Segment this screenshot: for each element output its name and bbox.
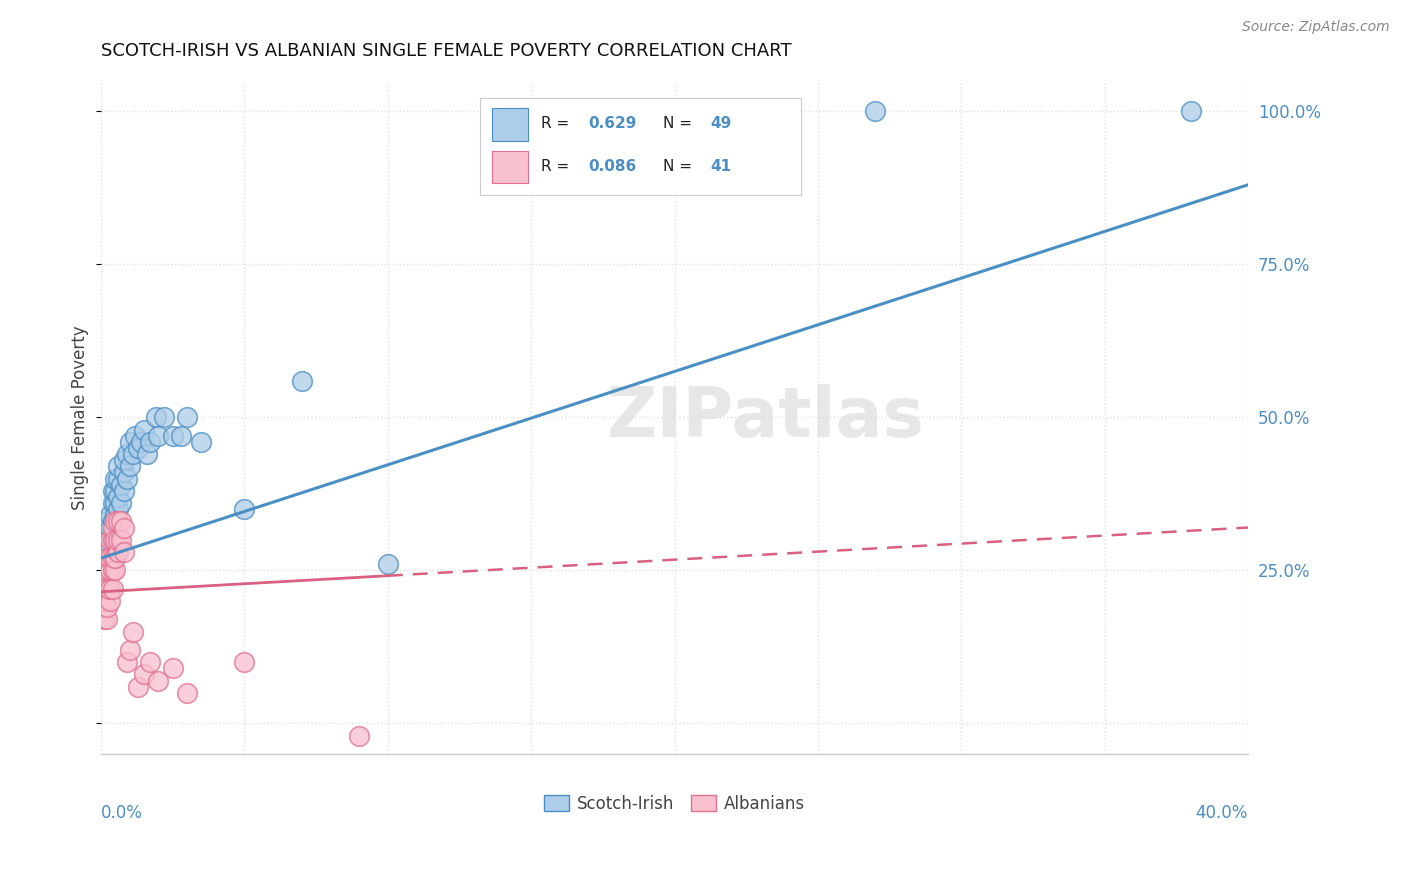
Point — [148, 673, 170, 688]
Point — [129, 434, 152, 449]
Point — [112, 466, 135, 480]
Point — [145, 410, 167, 425]
Point — [110, 533, 132, 547]
Point — [98, 582, 121, 596]
Point — [112, 520, 135, 534]
Point — [96, 551, 118, 566]
Point — [176, 686, 198, 700]
Point — [93, 551, 115, 566]
Point — [190, 434, 212, 449]
Point — [101, 582, 124, 596]
Point — [110, 477, 132, 491]
Point — [139, 655, 162, 669]
Point — [96, 612, 118, 626]
Point — [98, 508, 121, 523]
Point — [96, 526, 118, 541]
Point — [118, 643, 141, 657]
Point — [96, 582, 118, 596]
Point — [98, 563, 121, 577]
Point — [107, 533, 129, 547]
Point — [96, 563, 118, 577]
Point — [153, 410, 176, 425]
Point — [101, 563, 124, 577]
Point — [101, 483, 124, 498]
Point — [107, 459, 129, 474]
Point — [96, 515, 118, 529]
Point — [93, 612, 115, 626]
Point — [132, 423, 155, 437]
Point — [863, 104, 886, 119]
Point — [104, 515, 127, 529]
Point — [93, 533, 115, 547]
Point — [170, 428, 193, 442]
Point — [127, 441, 149, 455]
Point — [107, 515, 129, 529]
Point — [107, 490, 129, 504]
Point — [127, 680, 149, 694]
Point — [162, 428, 184, 442]
Point — [112, 483, 135, 498]
Text: ZIPatlas: ZIPatlas — [607, 384, 925, 450]
Point — [98, 539, 121, 553]
Point — [98, 520, 121, 534]
Point — [93, 594, 115, 608]
Point — [107, 472, 129, 486]
Point — [115, 655, 138, 669]
Point — [104, 533, 127, 547]
Point — [347, 729, 370, 743]
Point — [110, 515, 132, 529]
Point — [101, 496, 124, 510]
Point — [98, 551, 121, 566]
Point — [98, 533, 121, 547]
Text: Source: ZipAtlas.com: Source: ZipAtlas.com — [1241, 20, 1389, 34]
Point — [104, 551, 127, 566]
Point — [104, 472, 127, 486]
Point — [104, 563, 127, 577]
Point — [132, 667, 155, 681]
Point — [139, 434, 162, 449]
Point — [118, 434, 141, 449]
Text: SCOTCH-IRISH VS ALBANIAN SINGLE FEMALE POVERTY CORRELATION CHART: SCOTCH-IRISH VS ALBANIAN SINGLE FEMALE P… — [101, 42, 792, 60]
Point — [107, 502, 129, 516]
Point — [96, 600, 118, 615]
Point — [104, 508, 127, 523]
Point — [112, 453, 135, 467]
Point — [112, 545, 135, 559]
Point — [233, 655, 256, 669]
Text: 0.0%: 0.0% — [101, 805, 143, 822]
Point — [124, 428, 146, 442]
Point — [377, 558, 399, 572]
Point — [162, 661, 184, 675]
Point — [107, 545, 129, 559]
Point — [104, 526, 127, 541]
Point — [93, 582, 115, 596]
Point — [118, 459, 141, 474]
Point — [136, 447, 159, 461]
Point — [93, 600, 115, 615]
Point — [101, 533, 124, 547]
Point — [110, 496, 132, 510]
Point — [1180, 104, 1202, 119]
Point — [101, 533, 124, 547]
Point — [101, 520, 124, 534]
Point — [291, 374, 314, 388]
Point — [115, 472, 138, 486]
Point — [148, 428, 170, 442]
Point — [233, 502, 256, 516]
Point — [96, 545, 118, 559]
Point — [98, 594, 121, 608]
Point — [101, 515, 124, 529]
Point — [176, 410, 198, 425]
Text: 40.0%: 40.0% — [1195, 805, 1249, 822]
Point — [115, 447, 138, 461]
Y-axis label: Single Female Poverty: Single Female Poverty — [72, 325, 89, 509]
Point — [104, 483, 127, 498]
Point — [101, 551, 124, 566]
Point — [121, 447, 143, 461]
Point — [121, 624, 143, 639]
Legend: Scotch-Irish, Albanians: Scotch-Irish, Albanians — [537, 789, 813, 820]
Point — [104, 496, 127, 510]
